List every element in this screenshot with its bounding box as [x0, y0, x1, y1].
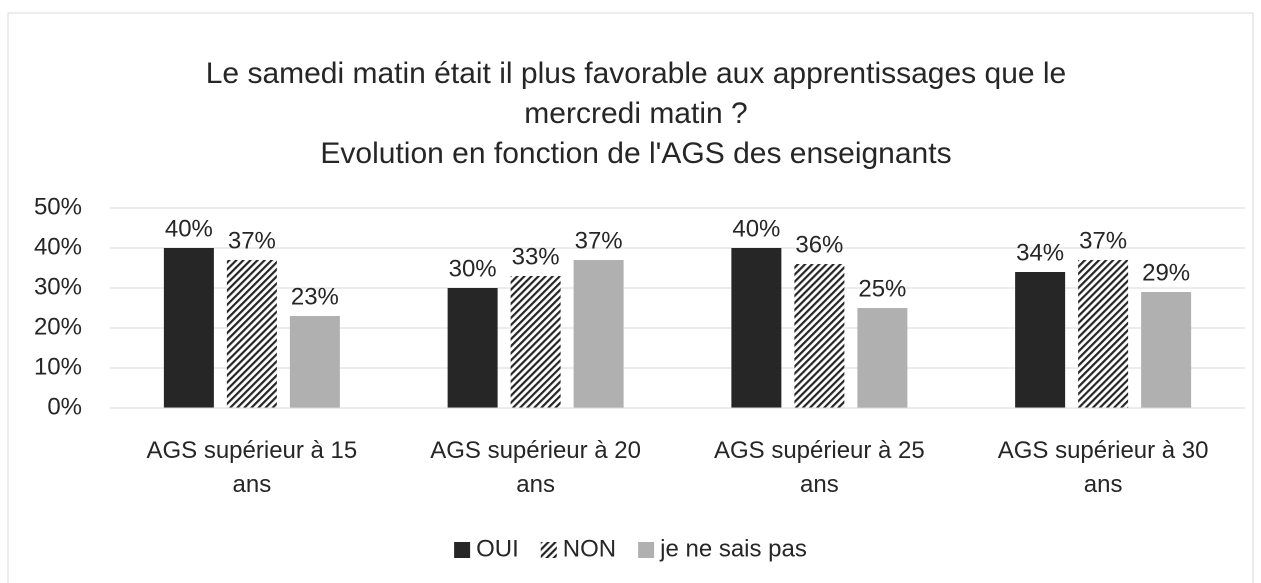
- chart-title: Le samedi matin était il plus favorable …: [206, 57, 1067, 90]
- bar: [447, 288, 498, 408]
- x-tick-label: AGS supérieur à 30 ans: [997, 437, 1209, 498]
- bar: [794, 264, 845, 408]
- data-label: 34%: [1016, 239, 1064, 266]
- legend-swatch: [454, 542, 471, 558]
- data-label: 23%: [291, 283, 339, 310]
- bar: [510, 276, 561, 408]
- data-label: 37%: [575, 227, 623, 254]
- bar: [1015, 272, 1066, 408]
- bar: [226, 260, 277, 408]
- legend-label: NON: [563, 535, 616, 562]
- chart-title: mercredi matin ?: [524, 97, 747, 130]
- data-label: 40%: [165, 215, 213, 242]
- legend-swatch: [540, 542, 557, 558]
- data-label: 29%: [1142, 259, 1190, 286]
- bar: [1078, 260, 1129, 408]
- data-label: 36%: [795, 231, 843, 258]
- x-tick-label: AGS supérieur à 15 ans: [146, 437, 358, 498]
- x-tick-label: AGS supérieur à 20 ans: [430, 437, 642, 498]
- data-label: 33%: [512, 243, 560, 270]
- y-tick-label: 50%: [34, 193, 82, 220]
- y-tick-label: 40%: [34, 233, 82, 260]
- y-tick-label: 0%: [47, 393, 82, 420]
- legend-label: je ne sais pas: [659, 535, 807, 562]
- data-label: 37%: [228, 227, 276, 254]
- bar: [1141, 292, 1192, 408]
- data-label: 40%: [732, 215, 780, 242]
- bar: [163, 248, 214, 408]
- x-tick-label: AGS supérieur à 25 ans: [713, 437, 925, 498]
- bar: [573, 260, 624, 408]
- bar: [857, 308, 908, 408]
- bar: [289, 316, 340, 408]
- data-label: 37%: [1079, 227, 1127, 254]
- data-label: 30%: [449, 255, 497, 282]
- chart-subtitle: Evolution en fonction de l'AGS des ensei…: [320, 137, 951, 170]
- y-tick-label: 10%: [34, 353, 82, 380]
- y-tick-label: 30%: [34, 273, 82, 300]
- data-label: 25%: [858, 275, 906, 302]
- legend-swatch: [638, 542, 655, 558]
- bar: [731, 248, 782, 408]
- legend-label: OUI: [476, 535, 519, 562]
- y-tick-label: 20%: [34, 313, 82, 340]
